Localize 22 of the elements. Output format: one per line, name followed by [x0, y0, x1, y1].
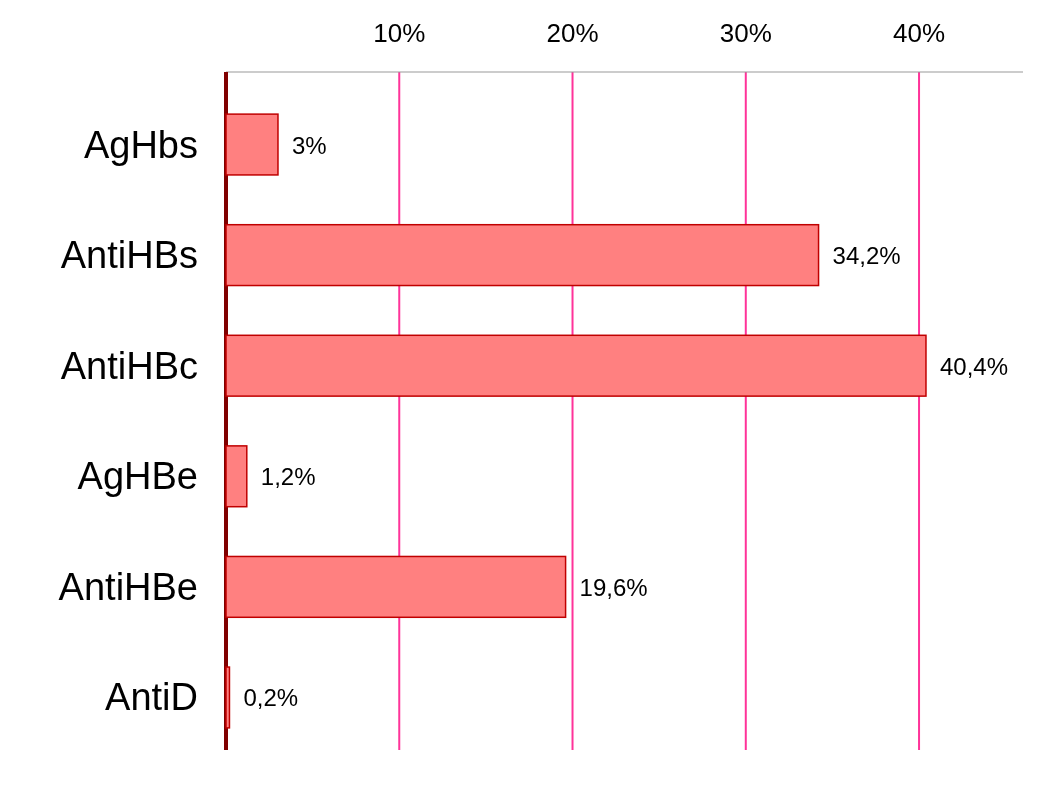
- bar: [225, 555, 567, 619]
- y-tick-label: AntiHBs: [60, 234, 198, 277]
- data-label: 0,2%: [243, 684, 299, 712]
- y-tick-label: AntiHBc: [60, 344, 198, 387]
- bar: [225, 445, 248, 508]
- y-tick-label: AntiD: [105, 676, 198, 719]
- y-tick-label: AgHbs: [83, 123, 198, 166]
- bar: [225, 334, 927, 397]
- y-tick-label: AgHBe: [77, 455, 198, 498]
- data-label: 34,2%: [832, 242, 901, 270]
- x-tick-label: 20%: [546, 18, 599, 48]
- bar: [225, 666, 231, 729]
- bar: [225, 223, 820, 287]
- data-label: 40,4%: [939, 352, 1009, 380]
- x-tick-label: 10%: [373, 18, 426, 48]
- data-label: 3%: [291, 131, 327, 159]
- bar: [225, 113, 279, 176]
- y-tick-label: AntiHBe: [58, 565, 198, 608]
- data-label: 1,2%: [260, 463, 316, 491]
- data-label: 19,6%: [579, 573, 648, 601]
- x-tick-label: 40%: [893, 18, 946, 48]
- x-tick-label: 30%: [719, 18, 772, 48]
